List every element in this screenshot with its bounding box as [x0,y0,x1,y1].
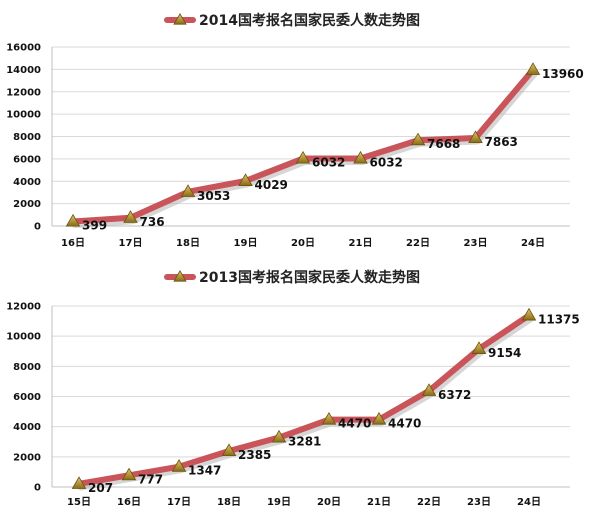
data-point-marker [371,411,387,425]
y-tick-label: 10000 [6,332,41,343]
x-tick-label: 16日 [61,237,85,249]
legend: 2014国考报名国家民委人数走势图 [164,12,420,29]
legend-entry: 2014国考报名国家民委人数走势图 [199,12,420,29]
x-tick-label: 20日 [291,237,315,249]
data-label: 6032 [370,156,403,170]
y-tick-label: 6000 [13,154,41,165]
x-tick-label: 15日 [67,496,91,508]
data-label: 399 [82,219,107,233]
data-label: 9154 [488,346,521,360]
data-point-marker [123,210,138,223]
x-tick-label: 23日 [464,237,488,249]
x-tick-label: 16日 [117,496,141,508]
data-label: 207 [88,481,113,495]
data-label: 4029 [255,178,288,192]
data-point-marker [321,411,337,425]
data-label: 13960 [542,67,584,81]
y-tick-label: 0 [34,222,41,233]
x-tick-label: 19日 [234,237,258,249]
data-point-marker [221,443,237,457]
series-line-shadow [77,314,535,491]
x-tick-label: 24日 [517,496,541,508]
data-label: 1347 [188,464,221,478]
y-tick-label: 0 [34,483,41,494]
y-tick-label: 16000 [6,43,41,54]
x-tick-label: 21日 [367,496,391,508]
series-line [76,312,532,487]
data-label: 7863 [485,135,518,149]
chart-2: 0 2000 4000 6000 8000 10000 12000 15日 16日 17日 18日 1… [6,269,580,508]
y-tick-label: 2000 [13,452,41,463]
data-point-marker [521,307,537,321]
y-tick-label: 6000 [13,392,41,403]
x-tick-label: 17日 [119,237,143,249]
x-tick-label: 21日 [349,237,373,249]
data-point-marker [525,62,541,75]
x-tick-label: 22日 [406,237,430,249]
data-label: 2385 [238,448,271,462]
x-tick-label: 22日 [417,496,441,508]
x-tick-label: 17日 [167,496,191,508]
data-point-marker [421,383,437,396]
x-tick-label: 18日 [176,237,200,249]
data-label: 7668 [427,137,460,151]
x-tick-label: 19日 [267,496,291,508]
data-label: 3053 [197,189,230,203]
x-tick-label: 18日 [217,496,241,508]
data-point-marker [468,130,483,144]
data-label: 3281 [288,435,321,449]
data-point-marker [71,476,87,489]
y-tick-label: 12000 [6,302,41,313]
data-point-marker [65,213,81,227]
data-point-marker [180,184,196,197]
data-point-marker [353,150,368,164]
data-label: 736 [140,215,165,229]
data-label: 6032 [312,156,345,170]
data-point-marker [410,132,426,146]
x-tick-label: 23日 [467,496,491,508]
data-point-marker [121,467,137,481]
data-label: 11375 [538,312,580,326]
data-label: 777 [138,472,163,486]
y-tick-label: 8000 [13,362,41,373]
legend-marker-icon [173,12,187,25]
y-tick-label: 4000 [13,422,41,433]
series-line-shadow [71,69,539,229]
series-line [70,66,536,225]
legend: 2013国考报名国家民委人数走势图 [164,269,420,286]
data-label: 4470 [388,417,421,431]
y-tick-label: 12000 [6,87,41,98]
legend-entry: 2013国考报名国家民委人数走势图 [199,269,420,286]
y-tick-label: 14000 [6,65,41,76]
data-point-marker [471,341,487,354]
data-point-marker [271,429,287,443]
data-point-marker [238,173,253,186]
y-tick-label: 2000 [13,199,41,210]
data-label: 4470 [338,417,371,431]
x-tick-label: 24日 [521,237,545,249]
y-tick-label: 4000 [13,177,41,188]
x-tick-label: 20日 [317,496,341,508]
data-point-marker [295,150,311,164]
chart-1: 0 2000 4000 6000 8000 10000 12000 14000 16000 16日… [6,12,584,249]
y-tick-label: 8000 [13,132,41,143]
data-point-marker [171,459,187,472]
data-label: 6372 [438,388,471,402]
legend-marker-icon [173,269,187,282]
y-tick-label: 10000 [6,110,41,121]
